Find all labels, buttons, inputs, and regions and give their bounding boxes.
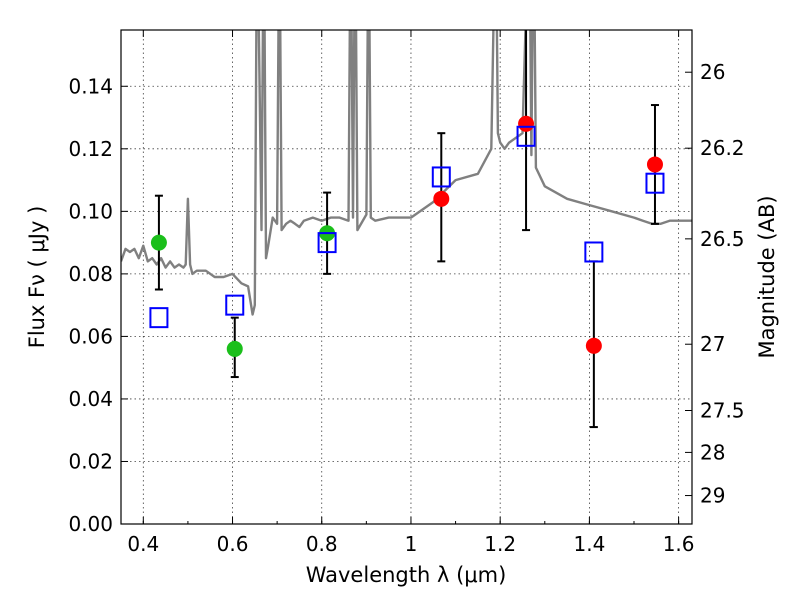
y-axis-right-label: Magnitude (AB) [755, 195, 779, 358]
data-point [518, 115, 535, 132]
markers [149, 30, 665, 429]
plot-frame [120, 29, 693, 525]
right-tick-label: 29 [700, 484, 725, 508]
y-tick-label: 0.14 [68, 74, 113, 98]
right-tick-label: 26.2 [700, 136, 745, 160]
model-square [149, 307, 169, 329]
x-tick-label: 1.6 [663, 532, 695, 556]
model-square [431, 166, 451, 188]
model-square [516, 125, 536, 147]
right-tick-label: 27.5 [700, 399, 745, 423]
y-tick-label: 0.00 [68, 512, 113, 536]
right-tick-label: 26 [700, 60, 725, 84]
x-tick-label: 0.6 [217, 532, 249, 556]
x-axis-label: Wavelength λ (μm) [306, 563, 507, 587]
y-tick-label: 0.06 [68, 324, 113, 348]
spectrum-line [121, 30, 692, 316]
data-point [226, 340, 243, 357]
right-tick-label: 26.5 [700, 227, 745, 251]
axes: 0.4 0.6 0.8 1 1.2 1.4 1.6 0.00 0.02 0.04 0.06 0.08 0… [68, 30, 745, 556]
plot-area [121, 30, 692, 316]
x-tick-label: 0.8 [306, 532, 338, 556]
model-square [225, 294, 245, 316]
data-point [433, 190, 450, 207]
x-tick-label: 1.4 [573, 532, 605, 556]
y-tick-label: 0.04 [68, 387, 113, 411]
right-tick-label: 27 [700, 332, 725, 356]
data-point [585, 337, 602, 354]
y-tick-label: 0.12 [68, 137, 113, 161]
data-point [150, 234, 167, 251]
y-tick-label: 0.10 [68, 199, 113, 223]
model-square [645, 172, 665, 194]
model-square [317, 232, 337, 254]
y-axis-label: Flux Fν ( μJy ) [25, 206, 49, 349]
x-tick-label: 1 [405, 532, 418, 556]
model-square [584, 241, 604, 263]
y-tick-label: 0.08 [68, 262, 113, 286]
grid [121, 30, 692, 525]
data-point [646, 156, 663, 173]
x-tick-label: 0.4 [127, 532, 159, 556]
x-tick-label: 1.2 [484, 532, 516, 556]
right-tick-label: 28 [700, 440, 725, 464]
y-tick-label: 0.02 [68, 449, 113, 473]
